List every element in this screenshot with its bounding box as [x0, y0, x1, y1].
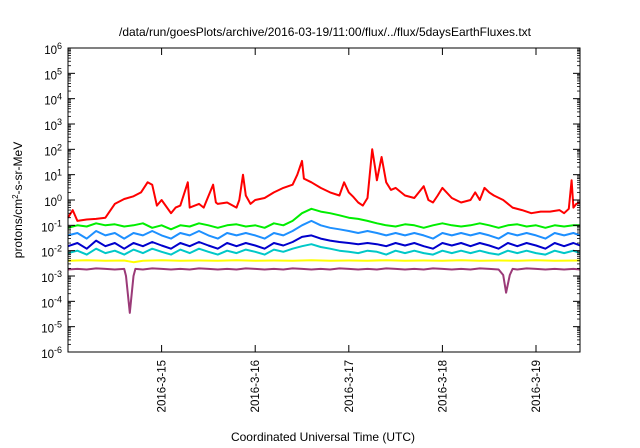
series-line-2 — [67, 207, 580, 231]
series-line-4 — [67, 234, 581, 250]
y-tick-label: 100 — [44, 193, 62, 209]
y-tick-label: 10-2 — [41, 244, 62, 260]
series-line-1 — [67, 148, 581, 222]
x-tick-label: 2016-3-18 — [437, 360, 449, 412]
x-tick-label: 2016-3-19 — [531, 360, 543, 412]
series-layer — [67, 148, 581, 314]
y-tick-label: 106 — [44, 41, 62, 57]
x-tick-label: 2016-3-15 — [157, 360, 169, 412]
y-tick-label: 104 — [44, 92, 62, 108]
y-tick-label: 10-6 — [41, 345, 62, 361]
y-tick-label: 10-3 — [41, 269, 62, 285]
series-line-6 — [67, 259, 581, 264]
y-tick-label: 102 — [44, 142, 62, 158]
y-tick-label: 10-4 — [41, 294, 62, 310]
x-axis-label: Coordinated Universal Time (UTC) — [231, 430, 415, 444]
chart-title: /data/run/goesPlots/archive/2016-03-19/1… — [119, 25, 532, 39]
x-tick-label: 2016-3-17 — [344, 360, 356, 412]
ticks-layer: 10-6 10-5 10-4 10-3 10-2 10-1 100 101 102 103 104 1… — [41, 41, 580, 412]
y-tick-label: 105 — [44, 66, 62, 82]
y-tick-label: 103 — [44, 117, 62, 133]
y-axis-label: protons/cm2-s-sr-MeV — [11, 142, 26, 258]
x-tick-label: 2016-3-16 — [250, 360, 262, 412]
y-tick-label: 10-5 — [41, 320, 62, 336]
series-line-7 — [67, 267, 581, 314]
y-tick-label: 10-1 — [41, 218, 62, 234]
series-line-5 — [67, 243, 581, 256]
y-tick-label: 101 — [44, 168, 62, 184]
plot-frame — [67, 47, 581, 353]
series-line-3 — [67, 219, 581, 240]
